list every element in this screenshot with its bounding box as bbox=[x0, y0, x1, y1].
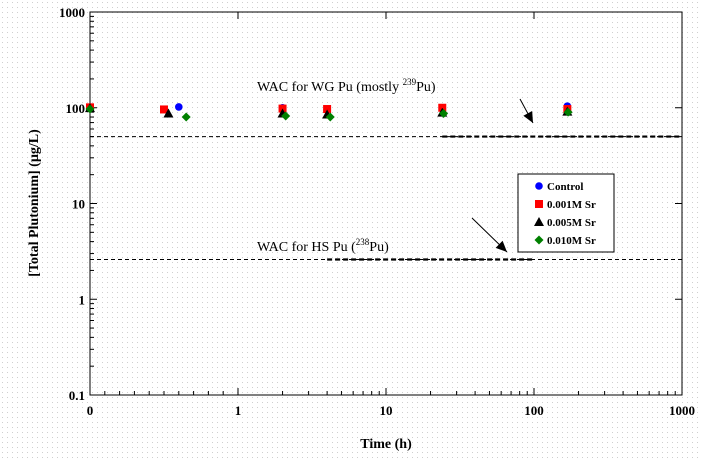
x-axis-title: Time (h) bbox=[360, 437, 412, 452]
x-tick-label: 100 bbox=[524, 403, 544, 418]
point-0-010m-sr bbox=[325, 112, 335, 122]
point-0-010m-sr bbox=[439, 109, 449, 119]
y-axis-title: [Total Plutonium] (µg/L) bbox=[27, 129, 42, 277]
legend-label-0-010m-sr: 0.010M Sr bbox=[547, 235, 596, 247]
arrow-head bbox=[523, 110, 533, 123]
point-0-001m-sr bbox=[323, 105, 332, 114]
legend-marker-0-005m-sr bbox=[534, 217, 544, 226]
point-0-001m-sr bbox=[160, 105, 168, 114]
x-tick-label: 0 bbox=[87, 403, 94, 418]
legend-marker-0-001m-sr bbox=[535, 200, 543, 208]
y-tick-label: 1000 bbox=[59, 5, 85, 20]
x-tick-label: 10 bbox=[380, 403, 393, 418]
y-tick-label: 0.1 bbox=[69, 388, 85, 403]
series-0-001m-sr bbox=[86, 103, 572, 114]
point-0-010m-sr bbox=[181, 112, 191, 122]
tick-labels: 0 1 10 100 1000 0.1 1 10 100 1000 bbox=[59, 5, 695, 418]
reference-lines bbox=[90, 135, 682, 261]
y-tick-label: 100 bbox=[66, 101, 86, 116]
axis-ticks bbox=[89, 11, 683, 396]
legend-marker-control bbox=[535, 182, 543, 190]
arrow-head bbox=[495, 240, 507, 252]
legend-box bbox=[517, 173, 615, 253]
legend-marker-0-010m-sr bbox=[534, 235, 544, 245]
y-tick-label: 10 bbox=[72, 197, 85, 212]
data-points bbox=[85, 102, 573, 122]
point-0-010m-sr bbox=[281, 111, 291, 121]
point-control bbox=[175, 103, 183, 111]
x-tick-label: 1 bbox=[235, 403, 242, 418]
legend-label-control: Control bbox=[547, 181, 583, 193]
x-tick-label: 1000 bbox=[669, 403, 695, 418]
point-0-010m-sr bbox=[563, 107, 573, 117]
legend-markers bbox=[534, 182, 544, 245]
point-0-005m-sr bbox=[163, 108, 174, 118]
hs-pu-reference-label: WAC for HS Pu (238Pu) bbox=[257, 237, 389, 255]
legend-label-0-001m-sr: 0.001M Sr bbox=[547, 199, 596, 211]
legend: Control 0.001M Sr 0.005M Sr 0.010M Sr bbox=[517, 173, 615, 253]
legend-label-0-005m-sr: 0.005M Sr bbox=[547, 217, 596, 229]
wg-pu-reference-label: WAC for WG Pu (mostly 239Pu) bbox=[257, 77, 436, 95]
annotation-arrows bbox=[471, 98, 534, 253]
y-tick-label: 1 bbox=[79, 292, 86, 307]
point-0-010m-sr bbox=[85, 104, 95, 114]
series-0-010m-sr bbox=[85, 104, 573, 122]
